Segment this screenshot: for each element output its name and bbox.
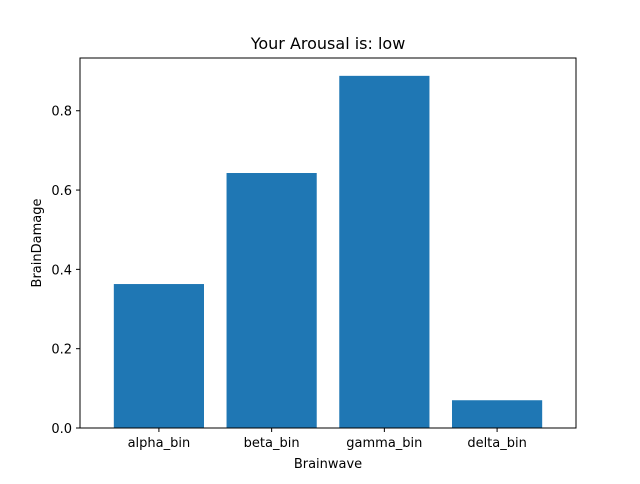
x-tick-label: delta_bin: [467, 436, 527, 451]
y-tick-label: 0.6: [51, 184, 72, 199]
y-tick-label: 0.8: [51, 105, 72, 120]
x-tick-label: beta_bin: [244, 436, 300, 451]
bar-alpha-bin: [113, 284, 204, 428]
y-tick-label: 0.4: [51, 263, 72, 278]
ticks-group: alpha_bin beta_bin gamma_bin delta_bin 0.0 0.…: [51, 105, 527, 451]
bar-beta-bin: [226, 173, 317, 428]
x-axis-label: Brainwave: [294, 457, 362, 472]
bar-delta-bin: [452, 400, 543, 428]
y-axis-label: BrainDamage: [30, 199, 45, 288]
bars-group: [113, 75, 543, 429]
chart-title: Your Arousal is: low: [250, 34, 406, 53]
bar-gamma-bin: [339, 75, 430, 429]
y-tick-label: 0.2: [51, 343, 72, 358]
axes-frame: [79, 57, 577, 429]
y-tick-label: 0.0: [51, 422, 72, 437]
x-tick-label: alpha_bin: [128, 436, 191, 451]
x-tick-label: gamma_bin: [346, 436, 422, 451]
